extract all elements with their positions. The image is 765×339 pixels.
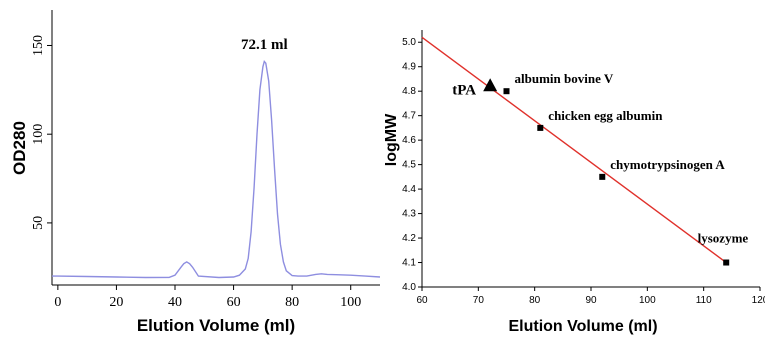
x-axis-ticks: 60 70 80 90 100 110 120 [416,287,765,306]
fit-line [421,36,727,264]
y-tick-label: 4.5 [402,160,416,171]
standard-point-marker [723,259,730,266]
sample-triangle-marker [483,78,498,92]
x-tick-label: 0 [54,295,61,310]
y-tick-label: 4.4 [402,184,416,195]
standard-point-label: lysozyme [698,231,749,246]
x-tick-label: 110 [696,295,712,306]
y-tick-label: 4.7 [402,111,416,122]
standard-point-label: chymotrypsinogen A [610,157,725,172]
standard-point-marker [537,124,544,131]
y-axis-label: logMW [385,113,400,166]
standard-point-label: chicken egg albumin [548,108,663,123]
standard-point-label: albumin bovine V [515,71,614,86]
x-tick-label: 80 [285,295,299,310]
y-tick-label: 50 [31,216,46,230]
peak-annotation: 72.1 ml [241,37,288,53]
y-tick-label: 4.2 [402,233,416,244]
x-tick-label: 100 [340,295,361,310]
x-tick-label: 60 [416,295,428,306]
chromatogram-series-line [52,60,381,279]
x-tick-label: 40 [168,295,182,310]
standard-point-marker [599,173,606,180]
y-tick-label: 4.8 [402,86,416,97]
y-axis-ticks: 50 100 150 [31,35,52,230]
x-tick-label: 80 [529,295,541,306]
standard-point-marker [503,88,510,95]
y-axis-ticks: 4.0 4.1 4.2 4.3 4.4 4.5 4.6 4.7 4.8 4.9 5.0 [402,37,422,293]
x-axis-label: Elution Volume (ml) [137,316,295,335]
x-tick-label: 70 [473,295,485,306]
x-tick-label: 60 [227,295,241,310]
y-tick-label: 4.0 [402,282,416,293]
y-tick-label: 4.9 [402,62,416,73]
calibration-chart: 60708090100110120 4.04.14.24.34.44.54.64… [385,30,765,335]
y-tick-label: 4.6 [402,135,416,146]
x-axis-label: Elution Volume (ml) [508,318,657,335]
sample-label: tPA [452,82,476,98]
y-tick-label: 4.1 [402,258,416,269]
y-tick-label: 100 [31,124,46,145]
y-tick-label: 4.3 [402,209,416,220]
x-axis-ticks: 0 20 40 60 80 100 [54,285,361,310]
y-axis-label: OD280 [10,121,29,175]
sample-marker: tPA [452,78,498,98]
x-tick-label: 120 [752,295,765,306]
x-tick-label: 20 [109,295,123,310]
y-tick-label: 150 [31,35,46,56]
standard-points: albumin bovine V chicken egg albumin chymo… [503,71,749,266]
x-tick-label: 100 [639,295,656,306]
x-tick-label: 90 [585,295,597,306]
y-tick-label: 5.0 [402,37,416,48]
chromatogram-chart: 0 20 40 60 80 100 50 100 150 72.1 ml Elution Vo… [10,10,381,335]
